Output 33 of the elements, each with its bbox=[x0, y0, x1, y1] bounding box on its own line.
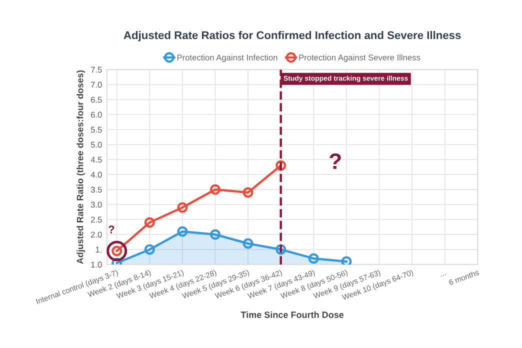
y-tick-label: 6.0 bbox=[90, 112, 102, 118]
y-tick-label: 1.0 bbox=[91, 262, 102, 268]
y-axis-title: Adjusted Rate Ratio (three doses:four doses) bbox=[76, 70, 86, 264]
legend-label: Protection Against Severe Illness bbox=[299, 54, 420, 62]
legend-label: Protection Against Infection bbox=[177, 54, 278, 62]
point bbox=[341, 256, 352, 264]
y-tick-label: 7.5 bbox=[90, 66, 102, 73]
point bbox=[242, 187, 254, 198]
y-tick-label: 5.5 bbox=[90, 126, 102, 133]
y-tick-label: 3.0 bbox=[90, 202, 102, 208]
y-tick-label: 1. bbox=[96, 246, 102, 253]
y-tick-label: 5.0 bbox=[90, 142, 102, 148]
y-tick-label: 7.0 bbox=[90, 82, 102, 88]
chart-title: Adjusted Rate Ratios for Confirmed Infection and Severe Illness bbox=[124, 30, 461, 42]
point bbox=[308, 253, 319, 264]
y-tick-label: 3.5 bbox=[90, 186, 102, 193]
point bbox=[276, 160, 286, 171]
y-tick-label: 4.0 bbox=[90, 172, 102, 178]
point bbox=[144, 244, 155, 255]
y-tick-label: 2.5 bbox=[90, 216, 102, 223]
y-tick-label: 4.5 bbox=[90, 156, 102, 163]
point bbox=[210, 184, 221, 195]
x-axis-title: Time Since Fourth Dose bbox=[240, 311, 344, 318]
y-tick-label: 6.5 bbox=[90, 96, 102, 103]
point bbox=[144, 217, 155, 228]
annotation: ? bbox=[108, 225, 114, 234]
annotation: ? bbox=[330, 153, 341, 169]
point bbox=[177, 226, 188, 237]
y-tick-label: 2.0 bbox=[90, 232, 102, 238]
point bbox=[242, 238, 254, 249]
point bbox=[210, 229, 221, 240]
point bbox=[276, 244, 286, 255]
point bbox=[177, 202, 188, 213]
